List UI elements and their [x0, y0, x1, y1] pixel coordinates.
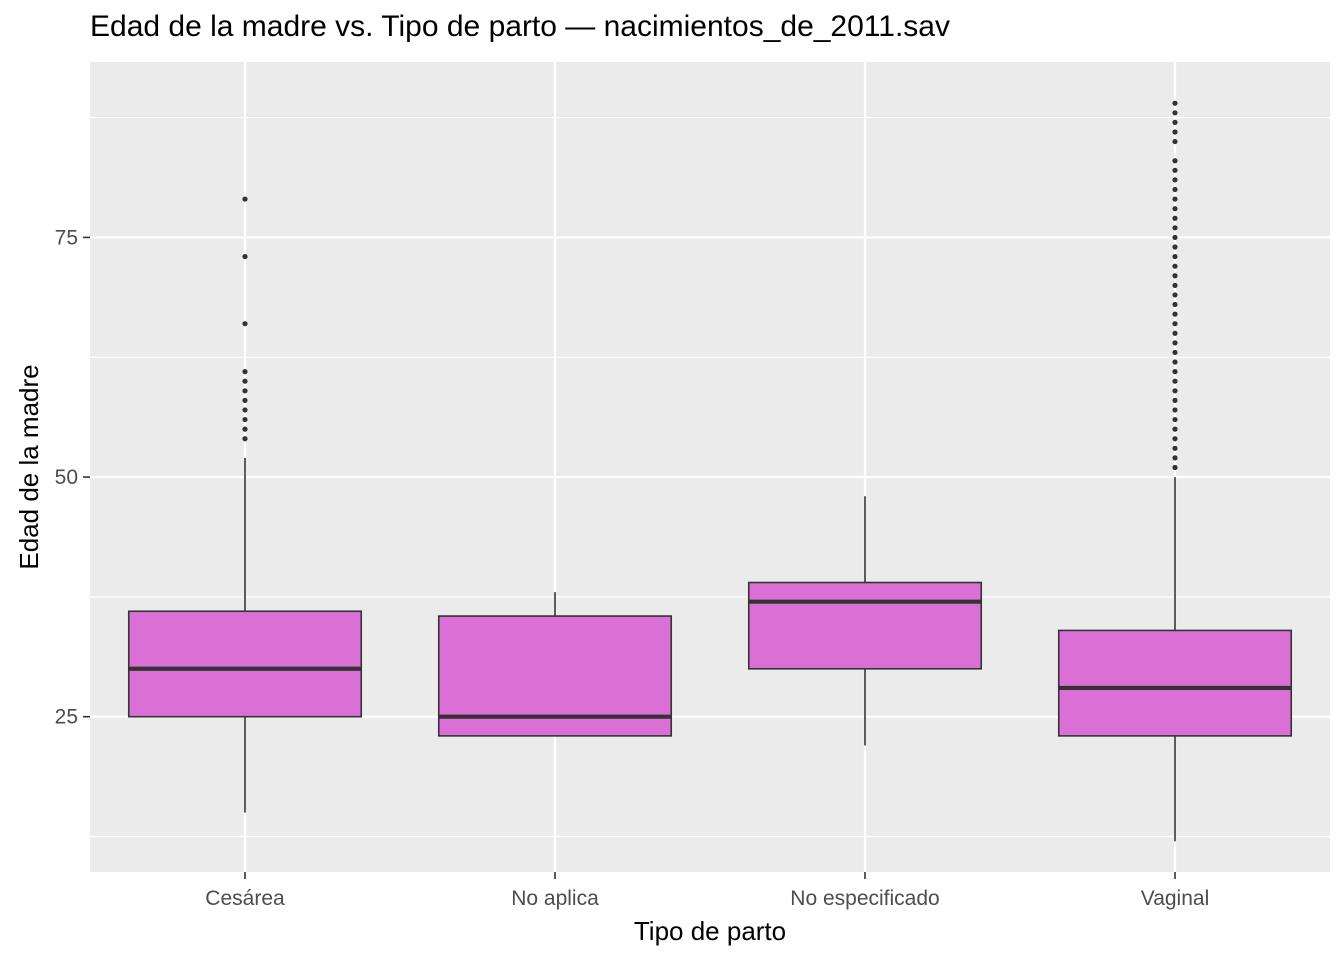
outlier-point	[1172, 464, 1178, 471]
outlier-point	[1172, 311, 1178, 317]
y-tick-label: 25	[55, 706, 78, 729]
outlier-point	[242, 321, 248, 327]
outlier-point	[1172, 369, 1178, 375]
outlier-point	[1172, 253, 1178, 260]
outlier-point	[1172, 215, 1178, 221]
y-tick-label: 50	[55, 466, 78, 489]
outlier-point	[1172, 206, 1178, 212]
outlier-point	[1172, 244, 1178, 250]
outlier-point	[1172, 100, 1178, 106]
chart-title: Edad de la madre vs. Tipo de parto — nac…	[90, 10, 950, 43]
outlier-point	[1172, 455, 1178, 461]
outlier-point	[242, 397, 248, 403]
box-iqr	[747, 581, 983, 670]
outlier-point	[242, 369, 248, 375]
x-tick-label: Cesárea	[205, 887, 285, 910]
outlier-point	[242, 378, 248, 384]
outlier-point	[242, 253, 248, 260]
outlier-point	[1172, 426, 1178, 432]
x-tick-label: No aplica	[511, 887, 599, 910]
y-axis-title: Edad de la madre	[14, 364, 44, 569]
x-tick-label: No especificado	[790, 887, 939, 910]
outlier-point	[1172, 273, 1178, 279]
outlier-point	[1172, 397, 1178, 403]
outlier-point	[1172, 167, 1178, 173]
x-tick-label: Vaginal	[1141, 887, 1210, 910]
box-iqr	[1057, 629, 1293, 737]
outlier-point	[242, 426, 248, 432]
outlier-point	[1172, 330, 1178, 336]
y-tick-label: 75	[55, 226, 78, 249]
outlier-point	[1172, 340, 1178, 346]
plot-panel	[90, 62, 1330, 872]
outlier-point	[1172, 186, 1178, 193]
outlier-point	[1172, 407, 1178, 413]
outlier-point	[1172, 321, 1178, 327]
outlier-point	[1172, 138, 1178, 145]
outlier-point	[1172, 349, 1178, 356]
outlier-point	[1172, 177, 1178, 183]
outlier-point	[1172, 225, 1178, 231]
outlier-point	[1172, 292, 1178, 298]
outlier-point	[1172, 129, 1178, 135]
outlier-point	[1172, 388, 1178, 394]
outlier-point	[1172, 196, 1178, 202]
box-iqr	[127, 610, 363, 718]
outlier-point	[1172, 110, 1178, 116]
outlier-point	[242, 416, 248, 423]
outlier-point	[1172, 436, 1178, 442]
outlier-point	[242, 388, 248, 394]
x-axis-title: Tipo de parto	[634, 916, 786, 946]
outlier-point	[242, 436, 248, 442]
outlier-point	[1172, 301, 1178, 308]
outlier-point	[1172, 416, 1178, 423]
outlier-point	[1172, 263, 1178, 269]
outlier-point	[1172, 359, 1178, 365]
outlier-point	[1172, 119, 1178, 125]
outlier-point	[242, 196, 248, 202]
outlier-point	[1172, 445, 1178, 451]
outlier-point	[1172, 282, 1178, 288]
outlier-point	[1172, 158, 1178, 164]
outlier-point	[1172, 378, 1178, 384]
outlier-point	[242, 407, 248, 413]
outlier-point	[1172, 234, 1178, 241]
